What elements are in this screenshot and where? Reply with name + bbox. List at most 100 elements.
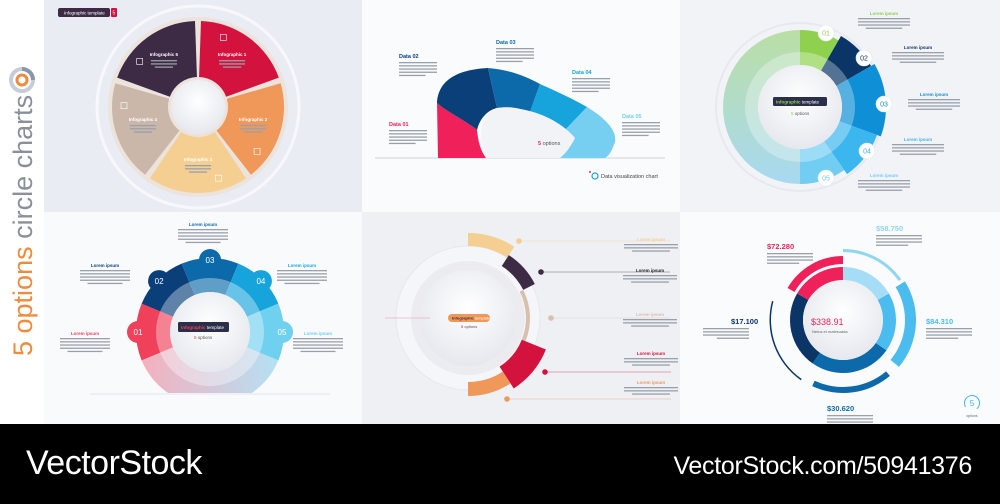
lorem-text-line [622, 131, 660, 133]
step-label: Lorem ipsum [870, 173, 898, 178]
lorem-text-line [827, 418, 873, 420]
step-label: Lorem ipsum [870, 11, 898, 16]
badge-number-bg [111, 8, 117, 17]
lorem-text-line [767, 262, 800, 264]
money-hand-icon [120, 102, 128, 110]
connector-dot [504, 396, 510, 402]
lorem-text-line [892, 147, 944, 149]
step-number-circle [249, 270, 272, 293]
arc-segment-5 [468, 371, 511, 396]
caption: Data visualization chart [601, 174, 658, 180]
lorem-text-line [60, 341, 110, 343]
step-label: Lorem ipsum [304, 331, 332, 336]
lorem-text-line [185, 168, 211, 170]
badge-rest: template [206, 325, 225, 330]
segment-label: Infographic 2 [239, 117, 268, 122]
lorem-text-line [244, 131, 263, 133]
lorem-text-line [60, 338, 110, 340]
pie-segment-5 [117, 21, 197, 97]
value-label: $58.750 [876, 224, 903, 233]
lorem-text-line [496, 54, 534, 56]
lorem-text-line [623, 319, 677, 321]
lorem-text-line [572, 90, 599, 93]
lorem-text-line [899, 61, 937, 63]
lorem-text-line [926, 328, 972, 330]
lorem-text-line [496, 48, 534, 50]
lorem-text-line [632, 393, 670, 395]
lorem-text-line [892, 144, 944, 146]
lorem-text-line [80, 276, 130, 278]
step-number: 05 [822, 176, 830, 183]
step-segment-04 [824, 121, 878, 175]
lorem-text-line [60, 344, 110, 346]
options-label: 5 options [194, 335, 213, 340]
lorem-text-line [908, 105, 960, 107]
lorem-text-line [876, 235, 922, 237]
step-segment-01 [136, 303, 174, 361]
lorem-text-line [858, 186, 910, 188]
step-number-circle [855, 49, 873, 67]
lorem-text-line [858, 24, 910, 26]
lorem-text-line [892, 52, 944, 54]
connector-dot [538, 269, 544, 275]
step-segment-05 [246, 303, 285, 361]
lorem-text-line [185, 241, 221, 244]
segment-label: Infographic 4 [129, 117, 158, 122]
lorem-text-line [178, 229, 228, 231]
lorem-text-line [240, 124, 267, 127]
lorem-text-line [892, 150, 944, 152]
panel-4-circle-steps: Infographic template 5 options 01 Lorem ips… [60, 222, 343, 395]
step-segment-02 [821, 35, 872, 86]
vectorstock-logo: VectorStock [26, 444, 202, 482]
lorem-text-line [277, 276, 327, 278]
lorem-text-line [827, 421, 873, 423]
lorem-text-line [219, 60, 246, 62]
inner-segment-3 [875, 293, 896, 351]
lorem-text-line [703, 334, 749, 336]
lorem-text-line [624, 390, 678, 392]
lorem-text-line [277, 270, 327, 272]
lorem-text-line [129, 124, 156, 127]
data-segment-5 [560, 107, 616, 158]
pie-segment-3 [149, 131, 247, 193]
data-label: Data 05 [622, 114, 642, 120]
outer-arc-1 [787, 256, 843, 292]
template-badge [448, 314, 490, 322]
outer-arc-4 [812, 371, 890, 393]
outer-arc-2 [843, 249, 902, 281]
data-label: Data 03 [496, 40, 516, 46]
step-segment-03 [181, 257, 239, 296]
left-gradient-ring [723, 30, 800, 184]
connector-dot [542, 369, 548, 375]
options-ring-icon [963, 395, 980, 410]
center-circle [758, 65, 842, 149]
data-label: Data 04 [572, 70, 593, 76]
step-number: 03 [880, 102, 888, 109]
lorem-text-line [716, 337, 749, 339]
arc-label: Lorem ipsum [636, 268, 664, 273]
lorem-text-line [496, 60, 523, 63]
lorem-text-line [703, 331, 749, 333]
lorem-text-line [622, 125, 660, 127]
step-number-circle [817, 169, 835, 187]
options-label: 5 options [538, 141, 561, 147]
step-label: Lorem ipsum [904, 137, 932, 142]
options-number: 5 [970, 399, 975, 408]
options-number: 5 [538, 141, 541, 147]
template-badge [178, 322, 229, 332]
total-value: $338.91 [811, 317, 844, 327]
options-text: options [966, 414, 978, 418]
lorem-text-line [133, 131, 152, 133]
lorem-text-line [631, 325, 669, 327]
lorem-text-line [858, 21, 910, 23]
options-label: 5 options [461, 324, 477, 329]
lorem-text-line [624, 358, 678, 360]
lorem-text-line [624, 361, 678, 363]
lorem-text-line [293, 347, 343, 349]
lorem-text-line [399, 68, 437, 70]
lorem-text-line [399, 62, 437, 64]
badge-highlight: Infographic [181, 325, 206, 330]
template-badge-text: Infographic template [452, 316, 491, 321]
lorem-text-line [222, 66, 242, 68]
